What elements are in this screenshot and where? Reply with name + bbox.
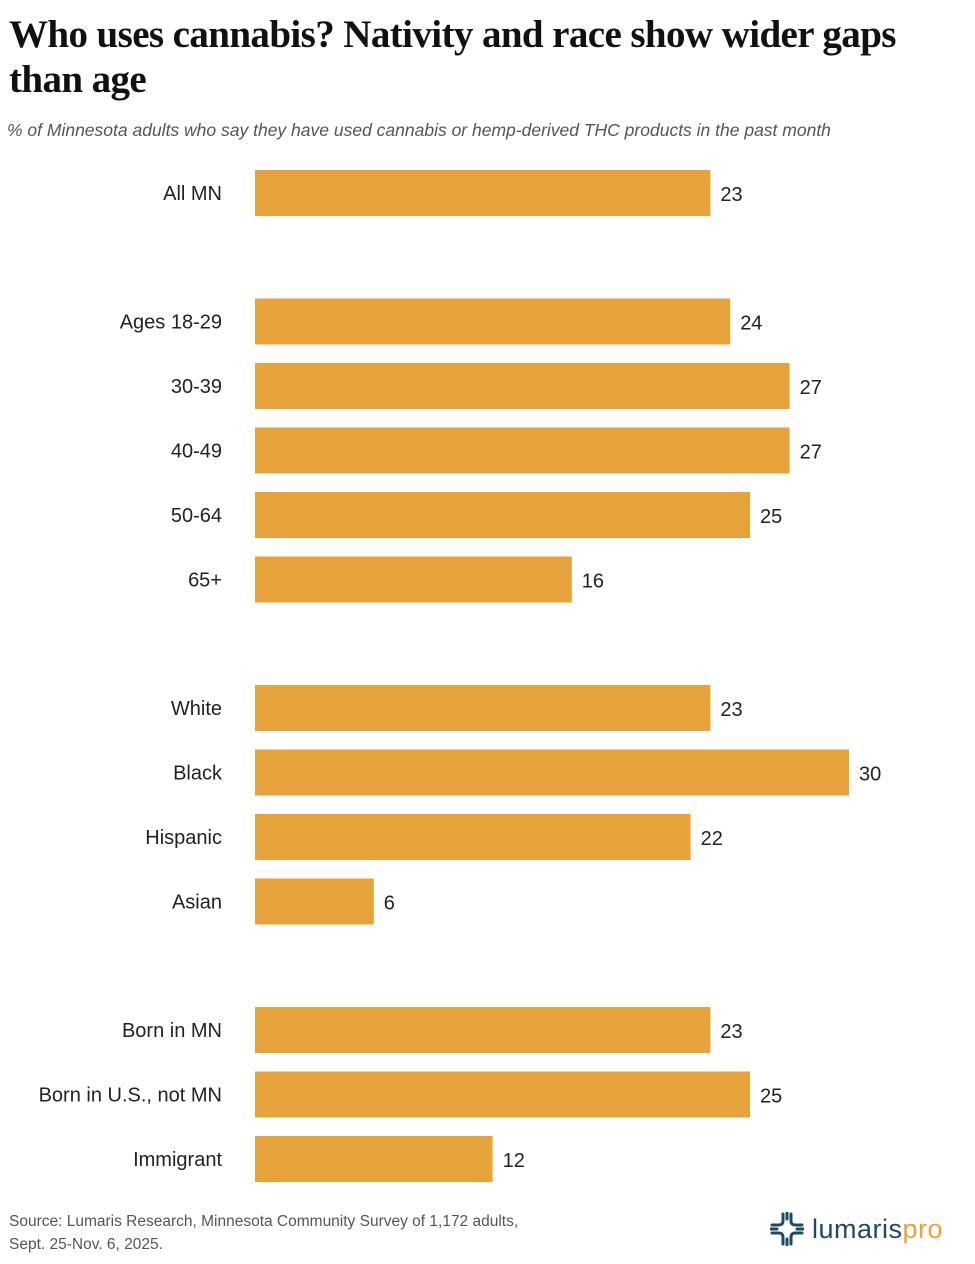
value-label: 25 xyxy=(760,506,782,528)
chart-title: Who uses cannabis? Nativity and race sho… xyxy=(9,13,896,101)
value-label: 22 xyxy=(701,828,723,850)
category-label: Ages 18-29 xyxy=(120,312,222,334)
bar-all-mn xyxy=(255,170,711,216)
bar-asian xyxy=(255,878,374,925)
value-label: 12 xyxy=(503,1150,525,1172)
logo-text-lumaris: lumaris xyxy=(812,1213,903,1244)
bar-born-in-u-s-not-mn xyxy=(255,1071,750,1118)
bar-born-in-mn xyxy=(255,1007,711,1053)
bar-40-49 xyxy=(255,427,790,474)
value-label: 27 xyxy=(800,377,822,399)
value-label: 6 xyxy=(384,893,395,915)
bar-ages-18-29 xyxy=(255,298,731,345)
logo-mark-icon xyxy=(770,1212,804,1246)
value-label: 24 xyxy=(740,313,762,335)
category-label: 30-39 xyxy=(171,376,222,398)
lumaris-logo: lumarispro xyxy=(770,1212,943,1246)
bar-hispanic xyxy=(255,814,691,860)
category-label: White xyxy=(171,698,222,720)
bar-50-64 xyxy=(255,492,750,538)
category-label: 40-49 xyxy=(171,441,222,463)
logo-text-pro: pro xyxy=(902,1213,944,1244)
value-label: 30 xyxy=(859,764,881,786)
value-label: 27 xyxy=(800,442,822,464)
value-label: 23 xyxy=(720,184,742,206)
value-label: 23 xyxy=(720,699,742,721)
bar-white xyxy=(255,685,711,731)
bar-chart: All MN 23 Ages 18-29 24 30-39 27 40-49 27 50-64 2… xyxy=(39,170,881,1182)
bar-65- xyxy=(255,556,572,603)
category-label: Born in U.S., not MN xyxy=(39,1085,222,1107)
category-label: Born in MN xyxy=(122,1020,222,1042)
category-label: Immigrant xyxy=(133,1149,222,1171)
bar-30-39 xyxy=(255,363,790,409)
category-label: Asian xyxy=(172,892,222,914)
bar-immigrant xyxy=(255,1136,493,1182)
source-note: Source: Lumaris Research, Minnesota Comm… xyxy=(9,1210,518,1256)
value-label: 16 xyxy=(582,571,604,593)
category-label: All MN xyxy=(163,183,222,205)
value-label: 25 xyxy=(760,1086,782,1108)
value-label: 23 xyxy=(720,1021,742,1043)
chart-subtitle: % of Minnesota adults who say they have … xyxy=(7,120,831,140)
source-line-1: Source: Lumaris Research, Minnesota Comm… xyxy=(9,1213,519,1230)
source-line-2: Sept. 25-Nov. 6, 2025. xyxy=(9,1236,163,1253)
bar-black xyxy=(255,749,849,796)
category-label: Black xyxy=(173,763,223,785)
category-label: 50-64 xyxy=(171,505,222,527)
category-label: Hispanic xyxy=(145,827,222,849)
category-label: 65+ xyxy=(188,570,222,592)
